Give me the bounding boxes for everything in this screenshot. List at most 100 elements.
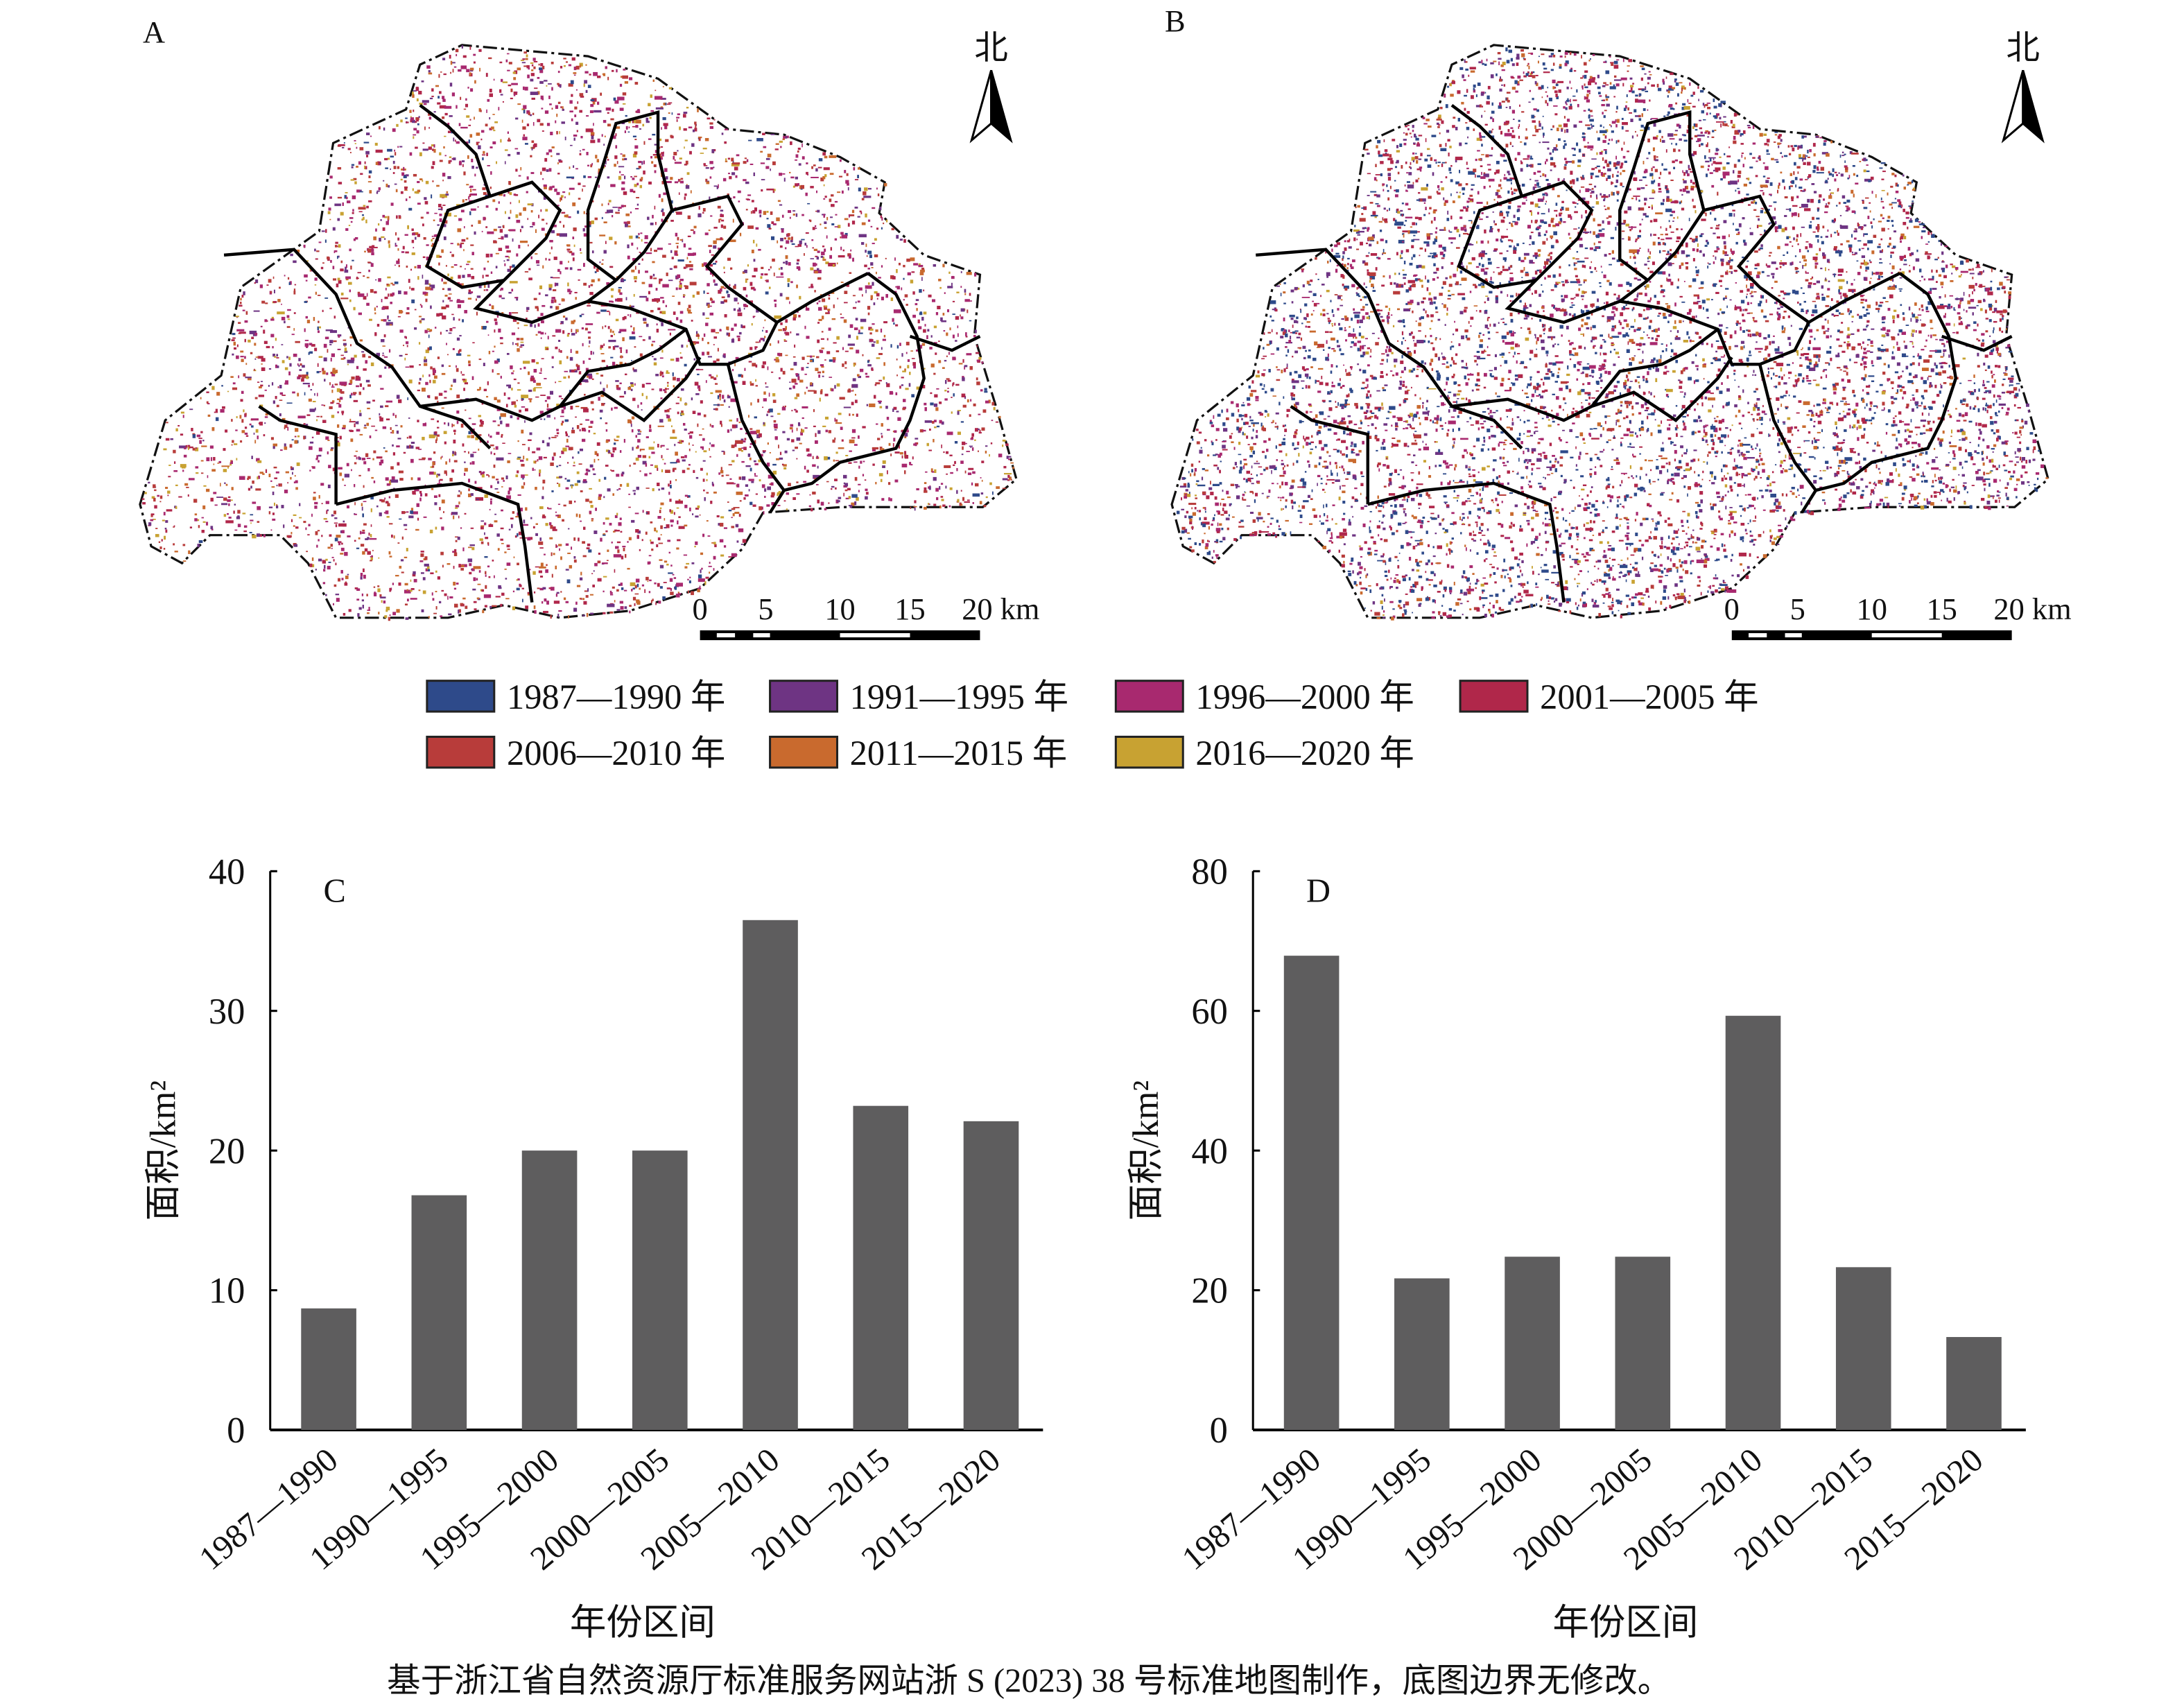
change-patch bbox=[776, 458, 780, 460]
change-patch bbox=[960, 503, 963, 506]
change-patch bbox=[385, 322, 393, 326]
change-patch bbox=[184, 447, 187, 449]
change-patch bbox=[315, 258, 318, 260]
change-patch bbox=[383, 356, 388, 358]
change-patch bbox=[582, 555, 587, 558]
change-patch bbox=[456, 365, 457, 368]
change-patch bbox=[799, 295, 801, 300]
change-patch bbox=[405, 251, 409, 254]
change-patch bbox=[447, 288, 451, 291]
change-patch bbox=[645, 270, 648, 273]
change-patch bbox=[489, 435, 492, 438]
change-patch bbox=[244, 432, 248, 435]
change-patch bbox=[734, 166, 738, 171]
change-patch bbox=[865, 488, 868, 492]
change-patch bbox=[992, 491, 994, 495]
change-patch bbox=[268, 385, 270, 387]
change-patch bbox=[558, 483, 561, 488]
change-patch bbox=[782, 431, 786, 433]
change-patch bbox=[325, 558, 328, 561]
change-patch bbox=[588, 336, 591, 339]
change-patch bbox=[327, 440, 330, 441]
change-patch bbox=[379, 416, 382, 418]
change-patch bbox=[585, 368, 589, 372]
change-patch bbox=[517, 348, 520, 352]
change-patch bbox=[730, 429, 732, 431]
change-patch bbox=[424, 363, 428, 366]
change-patch bbox=[398, 216, 401, 219]
change-patch bbox=[293, 353, 297, 357]
change-patch bbox=[978, 450, 979, 452]
change-patch bbox=[844, 218, 849, 221]
change-patch bbox=[268, 474, 271, 478]
change-patch bbox=[512, 264, 515, 268]
change-patch bbox=[603, 576, 607, 578]
change-patch bbox=[643, 318, 647, 321]
change-patch bbox=[912, 362, 916, 366]
change-patch bbox=[872, 282, 874, 286]
change-patch bbox=[620, 153, 623, 155]
change-patch bbox=[953, 382, 955, 386]
change-patch bbox=[314, 407, 316, 411]
change-patch bbox=[347, 359, 354, 363]
change-patch bbox=[558, 348, 560, 353]
change-patch bbox=[611, 469, 615, 472]
change-patch bbox=[872, 463, 875, 466]
change-patch bbox=[425, 180, 429, 184]
change-patch bbox=[571, 329, 573, 333]
change-patch bbox=[820, 364, 824, 367]
change-patch bbox=[627, 221, 630, 225]
change-patch bbox=[981, 460, 985, 463]
land-change-patches bbox=[141, 45, 1014, 621]
change-patch bbox=[878, 277, 881, 279]
change-patch bbox=[380, 459, 384, 464]
change-patch bbox=[388, 349, 391, 353]
change-patch bbox=[703, 414, 707, 417]
change-patch bbox=[930, 363, 935, 368]
change-patch bbox=[865, 285, 872, 289]
change-patch bbox=[378, 612, 380, 614]
change-patch bbox=[286, 315, 290, 318]
change-patch bbox=[161, 539, 163, 542]
change-patch bbox=[342, 146, 345, 148]
change-patch bbox=[594, 562, 598, 567]
change-patch bbox=[636, 182, 639, 186]
change-patch bbox=[330, 449, 333, 451]
change-patch bbox=[627, 255, 630, 259]
change-patch bbox=[881, 498, 885, 501]
change-patch bbox=[257, 435, 259, 440]
change-patch bbox=[923, 289, 925, 292]
change-patch bbox=[813, 478, 817, 480]
change-patch bbox=[650, 600, 652, 603]
change-patch bbox=[806, 304, 808, 309]
change-patch bbox=[416, 119, 419, 122]
change-patch bbox=[313, 497, 316, 501]
change-patch bbox=[442, 116, 445, 119]
change-patch bbox=[381, 299, 383, 302]
change-patch bbox=[531, 140, 535, 144]
change-patch bbox=[734, 323, 737, 327]
change-patch bbox=[596, 453, 599, 456]
change-patch bbox=[719, 522, 724, 527]
change-patch bbox=[510, 365, 513, 370]
change-patch bbox=[538, 214, 540, 218]
change-patch bbox=[336, 535, 341, 538]
change-patch bbox=[469, 563, 472, 567]
change-patch bbox=[585, 128, 593, 132]
change-patch bbox=[638, 263, 641, 265]
change-patch bbox=[661, 153, 664, 157]
change-patch bbox=[462, 275, 465, 278]
change-patch bbox=[935, 488, 939, 492]
change-patch bbox=[293, 328, 295, 331]
change-patch bbox=[769, 483, 772, 485]
change-patch bbox=[363, 275, 365, 277]
change-patch bbox=[719, 539, 724, 543]
change-patch bbox=[907, 365, 910, 369]
change-patch bbox=[653, 441, 655, 444]
change-patch bbox=[354, 140, 356, 141]
change-patch bbox=[549, 252, 551, 255]
change-patch bbox=[309, 469, 311, 472]
change-patch bbox=[743, 179, 747, 182]
change-patch bbox=[548, 83, 552, 85]
change-patch bbox=[327, 509, 329, 512]
